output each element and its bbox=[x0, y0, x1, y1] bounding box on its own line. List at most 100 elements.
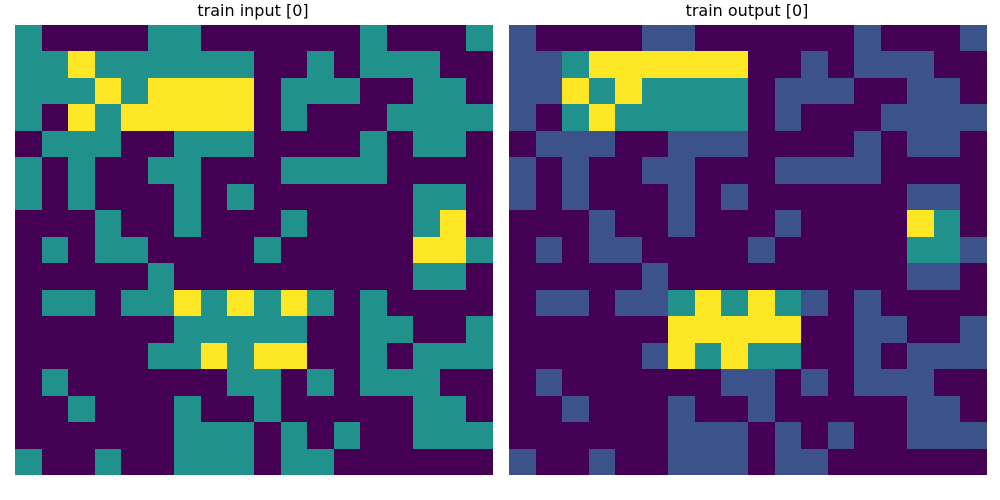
grid-cell bbox=[562, 316, 589, 343]
grid-cell bbox=[307, 130, 334, 158]
grid-cell bbox=[174, 316, 201, 343]
grid-cell bbox=[466, 183, 493, 211]
grid-cell bbox=[413, 316, 440, 343]
grid-cell bbox=[668, 157, 695, 184]
grid-cell bbox=[147, 422, 175, 449]
grid-cell bbox=[360, 448, 387, 475]
grid-cell bbox=[960, 289, 987, 317]
grid-cell bbox=[694, 289, 722, 317]
grid-cell bbox=[774, 316, 802, 343]
grid-cell bbox=[907, 263, 934, 290]
grid-cell bbox=[509, 422, 536, 449]
grid-cell bbox=[721, 77, 748, 105]
grid-cell bbox=[801, 183, 828, 211]
grid-cell bbox=[509, 236, 536, 264]
grid-cell bbox=[562, 236, 589, 264]
grid-cell bbox=[588, 369, 616, 396]
grid-cell bbox=[94, 77, 122, 105]
grid-cell bbox=[386, 316, 414, 343]
grid-cell bbox=[94, 395, 122, 423]
grid-cell bbox=[386, 263, 414, 290]
grid-cell bbox=[854, 210, 881, 237]
grid-cell bbox=[147, 51, 175, 78]
grid-cell bbox=[827, 342, 855, 370]
grid-cell bbox=[774, 104, 802, 131]
grid-cell bbox=[562, 51, 589, 78]
grid-cell bbox=[509, 51, 536, 78]
grid-cell bbox=[333, 157, 361, 184]
grid-cell bbox=[121, 51, 148, 78]
grid-cell bbox=[280, 395, 308, 423]
grid-cell bbox=[880, 183, 908, 211]
grid-cell bbox=[827, 448, 855, 475]
grid-cell bbox=[280, 236, 308, 264]
grid-cell bbox=[307, 157, 334, 184]
grid-cell bbox=[413, 183, 440, 211]
grid-cell bbox=[854, 369, 881, 396]
grid-cell bbox=[253, 157, 281, 184]
grid-cell bbox=[68, 51, 95, 78]
grid-cell bbox=[747, 210, 775, 237]
grid-cell bbox=[147, 395, 175, 423]
grid-cell bbox=[41, 395, 69, 423]
grid-cell bbox=[562, 183, 589, 211]
grid-cell bbox=[360, 236, 387, 264]
grid-cell bbox=[360, 104, 387, 131]
grid-cell bbox=[641, 77, 669, 105]
grid-cell bbox=[333, 369, 361, 396]
grid-cell bbox=[854, 316, 881, 343]
grid-cell bbox=[386, 51, 414, 78]
grid-cell bbox=[933, 210, 961, 237]
grid-cell bbox=[94, 369, 122, 396]
grid-cell bbox=[253, 289, 281, 317]
grid-cell bbox=[280, 183, 308, 211]
grid-cell bbox=[439, 130, 467, 158]
grid-cell bbox=[854, 51, 881, 78]
grid-cell bbox=[41, 104, 69, 131]
grid-cell bbox=[668, 104, 695, 131]
grid-cell bbox=[535, 130, 563, 158]
grid-cell bbox=[960, 263, 987, 290]
grid-cell bbox=[721, 395, 748, 423]
grid-cell bbox=[253, 448, 281, 475]
grid-cell bbox=[854, 130, 881, 158]
grid-cell bbox=[360, 51, 387, 78]
grid-cell bbox=[413, 236, 440, 264]
grid-cell bbox=[668, 422, 695, 449]
grid-cell bbox=[694, 130, 722, 158]
train-input-grid bbox=[15, 25, 493, 475]
grid-cell bbox=[280, 210, 308, 237]
grid-cell bbox=[280, 51, 308, 78]
train-input-panel: train input [0] bbox=[13, 0, 493, 480]
grid-cell bbox=[41, 236, 69, 264]
grid-cell bbox=[588, 25, 616, 52]
grid-cell bbox=[960, 157, 987, 184]
grid-cell bbox=[307, 183, 334, 211]
grid-cell bbox=[200, 104, 228, 131]
grid-cell bbox=[641, 289, 669, 317]
grid-cell bbox=[386, 25, 414, 52]
grid-cell bbox=[333, 236, 361, 264]
grid-cell bbox=[386, 183, 414, 211]
grid-cell bbox=[413, 395, 440, 423]
grid-cell bbox=[854, 422, 881, 449]
grid-cell bbox=[880, 263, 908, 290]
grid-cell bbox=[668, 130, 695, 158]
grid-cell bbox=[227, 25, 254, 52]
grid-cell bbox=[174, 448, 201, 475]
grid-cell bbox=[747, 422, 775, 449]
grid-cell bbox=[747, 25, 775, 52]
grid-cell bbox=[615, 157, 642, 184]
grid-cell bbox=[174, 77, 201, 105]
grid-cell bbox=[466, 104, 493, 131]
grid-cell bbox=[774, 210, 802, 237]
grid-cell bbox=[174, 130, 201, 158]
grid-cell bbox=[200, 25, 228, 52]
grid-cell bbox=[94, 316, 122, 343]
grid-cell bbox=[200, 51, 228, 78]
grid-cell bbox=[15, 25, 42, 52]
grid-cell bbox=[121, 448, 148, 475]
grid-cell bbox=[439, 395, 467, 423]
grid-cell bbox=[200, 369, 228, 396]
grid-cell bbox=[174, 157, 201, 184]
